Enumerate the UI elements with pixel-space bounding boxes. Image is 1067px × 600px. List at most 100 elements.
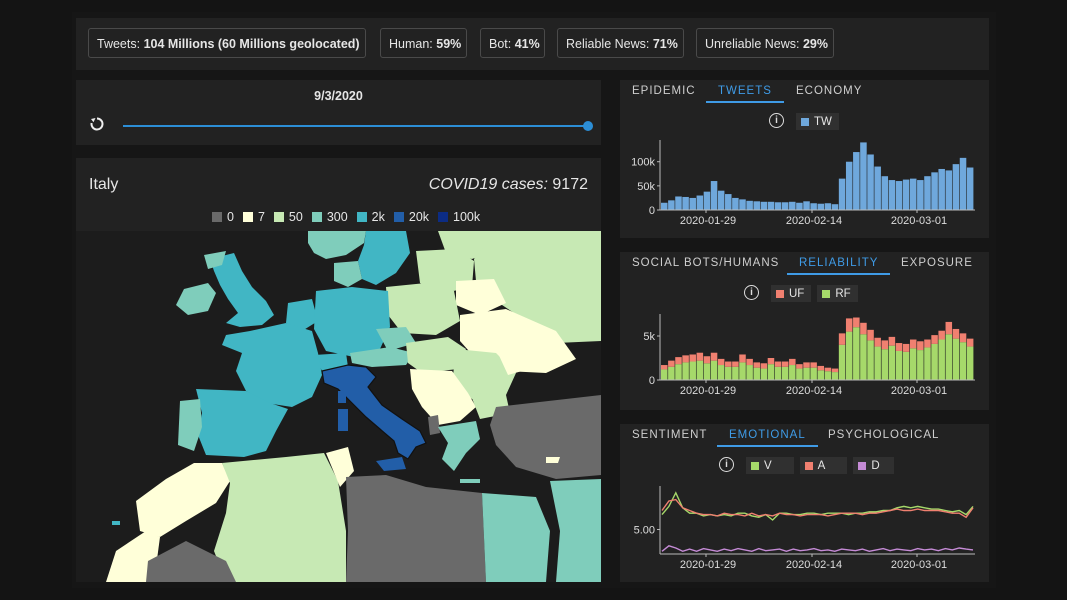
tab-emotional[interactable]: EMOTIONAL bbox=[717, 429, 818, 447]
info-icon[interactable]: i bbox=[769, 113, 784, 128]
region-spain[interactable] bbox=[196, 389, 288, 457]
map-legend-item: 100k bbox=[438, 210, 480, 224]
info-icon[interactable]: i bbox=[719, 457, 734, 472]
region-turkey[interactable] bbox=[490, 395, 601, 479]
stat-bot-label: Bot: bbox=[489, 37, 512, 51]
region-germany[interactable] bbox=[314, 287, 390, 357]
region-russia-west[interactable] bbox=[474, 231, 601, 343]
x-tick-label: 2020-01-29 bbox=[680, 215, 736, 227]
region-greece[interactable] bbox=[438, 421, 480, 471]
bar-rf bbox=[682, 362, 689, 380]
map-legend-swatch bbox=[212, 212, 222, 222]
info-icon[interactable]: i bbox=[744, 285, 759, 300]
region-cyprus[interactable] bbox=[546, 457, 560, 463]
map-legend-swatch bbox=[393, 212, 404, 222]
bar-rf bbox=[945, 334, 953, 380]
tweets-legend: TW bbox=[796, 113, 845, 130]
region-belarus[interactable] bbox=[456, 279, 506, 315]
region-canary[interactable] bbox=[112, 521, 120, 525]
region-crete[interactable] bbox=[460, 479, 480, 483]
tab-psychological[interactable]: PSYCHOLOGICAL bbox=[828, 429, 940, 441]
choropleth-map[interactable] bbox=[76, 231, 601, 582]
bar bbox=[881, 176, 889, 210]
region-benelux[interactable] bbox=[286, 299, 318, 331]
region-portugal[interactable] bbox=[178, 399, 202, 451]
region-romania[interactable] bbox=[452, 349, 516, 399]
reset-icon[interactable] bbox=[88, 115, 106, 133]
tab-exposure[interactable]: EXPOSURE bbox=[901, 257, 973, 269]
bar-uf bbox=[739, 354, 746, 363]
bar bbox=[689, 197, 696, 210]
date-slider-handle[interactable] bbox=[583, 121, 593, 131]
bar-uf bbox=[781, 361, 789, 367]
bar bbox=[945, 170, 953, 210]
region-italy[interactable] bbox=[321, 364, 427, 460]
bar-rf bbox=[817, 370, 825, 380]
tab-sentiment[interactable]: SENTIMENT bbox=[632, 429, 708, 441]
region-algeria[interactable] bbox=[214, 453, 346, 582]
bar bbox=[746, 200, 753, 210]
tab-reliability[interactable]: RELIABILITY bbox=[787, 257, 891, 275]
legend-v: V bbox=[746, 457, 794, 474]
bar-rf bbox=[831, 372, 839, 380]
region-mauritania[interactable] bbox=[146, 541, 236, 582]
bar-uf bbox=[909, 339, 917, 349]
bar-rf bbox=[860, 334, 867, 380]
bar-rf bbox=[959, 342, 967, 380]
region-middle-east[interactable] bbox=[550, 479, 601, 582]
legend-tw-label: TW bbox=[814, 115, 832, 128]
region-czechia[interactable] bbox=[376, 327, 416, 351]
bar-rf bbox=[760, 368, 768, 380]
bar bbox=[774, 202, 782, 210]
legend-d-swatch bbox=[858, 461, 867, 470]
date-slider-track[interactable] bbox=[123, 125, 588, 127]
region-western-sahara[interactable] bbox=[106, 531, 160, 582]
bar-rf bbox=[845, 331, 853, 380]
bar bbox=[696, 195, 704, 210]
bar-uf bbox=[888, 336, 896, 346]
region-uk[interactable] bbox=[210, 253, 274, 327]
bar bbox=[895, 181, 903, 210]
legend-uf: UF bbox=[771, 285, 812, 302]
region-sicily[interactable] bbox=[376, 457, 406, 471]
tab-social-bots-humans[interactable]: SOCIAL BOTS/HUMANS bbox=[632, 257, 780, 269]
region-egypt[interactable] bbox=[482, 493, 550, 582]
region-sardinia[interactable] bbox=[338, 409, 348, 431]
stat-tweets-label: Tweets: bbox=[97, 37, 141, 51]
region-denmark[interactable] bbox=[334, 261, 362, 287]
region-scotland-isles[interactable] bbox=[204, 251, 226, 269]
bar-uf bbox=[753, 362, 760, 368]
tab-economy[interactable]: ECONOMY bbox=[796, 85, 863, 97]
reliability-chart[interactable]: 0 5k 2020-01-29 2020-02-14 2020-03-01 bbox=[620, 252, 989, 410]
region-norway[interactable] bbox=[308, 231, 366, 259]
bar-rf bbox=[952, 338, 960, 380]
region-austria[interactable] bbox=[350, 347, 414, 367]
region-slovakia-hungary[interactable] bbox=[406, 337, 466, 373]
tweets-chart[interactable]: 0 50k 100k 2020-01-29 2020-02-14 2020-03-01 bbox=[620, 80, 989, 238]
region-albania[interactable] bbox=[428, 415, 440, 435]
emotional-chart[interactable]: 5.00 2020-01-29 2020-02-14 2020-03-01 bbox=[620, 424, 989, 582]
bar-rf bbox=[881, 349, 889, 380]
region-ireland[interactable] bbox=[176, 283, 216, 315]
bar-uf bbox=[874, 337, 881, 347]
bar-uf bbox=[881, 340, 889, 350]
bar-rf bbox=[703, 363, 711, 380]
bar bbox=[831, 204, 839, 210]
tab-tweets[interactable]: TWEETS bbox=[706, 85, 784, 103]
emotional-panel: SENTIMENT EMOTIONAL PSYCHOLOGICAL i V A … bbox=[620, 424, 989, 582]
region-morocco[interactable] bbox=[136, 463, 230, 537]
region-corsica[interactable] bbox=[338, 391, 346, 403]
bar-rf bbox=[924, 347, 931, 380]
bar-rf bbox=[732, 366, 739, 380]
tab-epidemic[interactable]: EPIDEMIC bbox=[632, 85, 696, 97]
region-poland[interactable] bbox=[386, 283, 460, 335]
bar-uf bbox=[760, 363, 768, 369]
region-france[interactable] bbox=[222, 323, 322, 407]
map-legend-swatch bbox=[438, 212, 449, 222]
map-legend-label: 20k bbox=[408, 210, 430, 224]
region-sweden[interactable] bbox=[358, 231, 410, 285]
region-libya[interactable] bbox=[346, 475, 486, 582]
map-legend-item: 0 bbox=[212, 210, 234, 224]
region-balkans[interactable] bbox=[410, 369, 476, 425]
region-moldova[interactable] bbox=[496, 349, 522, 375]
